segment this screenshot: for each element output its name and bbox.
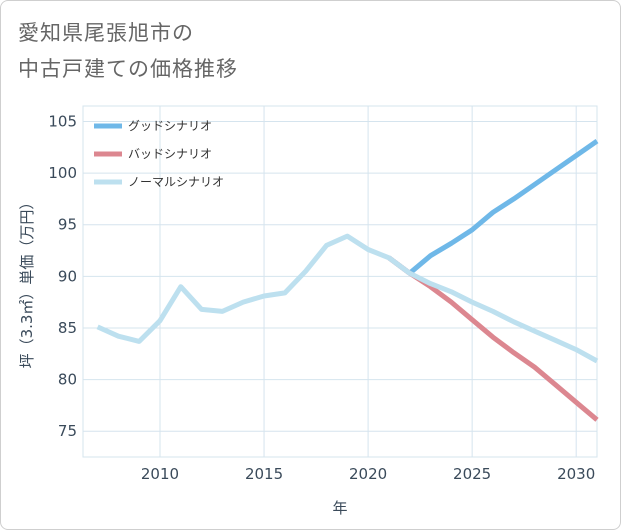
legend-label: ノーマルシナリオ: [128, 175, 224, 189]
y-axis-title: 坪（3.3㎡）単価（万円）: [18, 195, 36, 369]
x-tick-label: 2025: [453, 465, 491, 483]
y-tick-label: 90: [58, 267, 77, 285]
y-tick-label: 105: [48, 112, 77, 130]
legend-label: バッドシナリオ: [128, 147, 212, 161]
x-tick-label: 2030: [557, 465, 595, 483]
y-tick-label: 100: [48, 164, 77, 182]
y-tick-label: 95: [58, 216, 77, 234]
x-axis-title: 年: [332, 499, 347, 517]
grid: [82, 105, 598, 458]
y-tick-label: 80: [58, 371, 77, 389]
y-tick-label: 75: [58, 422, 77, 440]
series-line-1: [387, 139, 599, 276]
chart-title-line-2: 中古戸建ての価格推移: [18, 57, 238, 81]
legend-label: グッドシナリオ: [128, 119, 212, 133]
chart-title-line-1: 愛知県尾張旭市の: [18, 21, 194, 45]
plot-area: [82, 105, 598, 458]
chart-title: 愛知県尾張旭市の 中古戸建ての価格推移: [18, 15, 238, 87]
x-tick-label: 2015: [245, 465, 283, 483]
x-tick-label: 2010: [141, 465, 179, 483]
x-tick-label: 2020: [349, 465, 387, 483]
series-line-3: [96, 233, 599, 364]
series-line-2: [387, 255, 599, 422]
axis-ticks: 75 80 85 90 95 100 105 2010 2015 2020 2025 2030: [48, 112, 595, 483]
series-lines: [96, 139, 599, 422]
y-tick-label: 85: [58, 319, 77, 337]
